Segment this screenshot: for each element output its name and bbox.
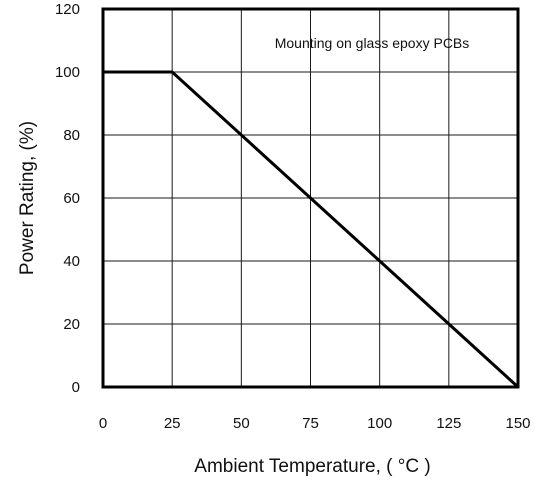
y-tick-label-0: 0 (72, 379, 80, 396)
x-tick-labels: 0 25 50 75 100 125 150 (99, 415, 531, 432)
y-tick-label-80: 80 (63, 127, 80, 144)
series-group (103, 70, 520, 389)
x-tick-label-150: 150 (505, 415, 530, 432)
y-tick-label-120: 120 (55, 1, 80, 18)
grid-lines (103, 9, 518, 387)
x-tick-label-75: 75 (302, 415, 319, 432)
x-tick-label-25: 25 (164, 415, 181, 432)
y-tick-label-20: 20 (63, 316, 80, 333)
y-tick-label-60: 60 (63, 190, 80, 207)
y-tick-labels: 0 20 40 60 80 100 120 (55, 1, 80, 396)
plot-frame (101, 7, 520, 389)
y-tick-label-100: 100 (55, 64, 80, 81)
x-axis-title: Ambient Temperature, ( °C ) (194, 456, 430, 477)
x-tick-label-0: 0 (99, 415, 107, 432)
x-tick-label-50: 50 (233, 415, 250, 432)
y-axis-title: Power Rating, (%) (17, 121, 38, 275)
x-tick-label-125: 125 (436, 415, 461, 432)
annotation-mounting: Mounting on glass epoxy PCBs (275, 35, 470, 51)
series-line-0 (103, 70, 520, 389)
x-tick-label-100: 100 (367, 415, 392, 432)
y-tick-label-40: 40 (63, 253, 80, 270)
